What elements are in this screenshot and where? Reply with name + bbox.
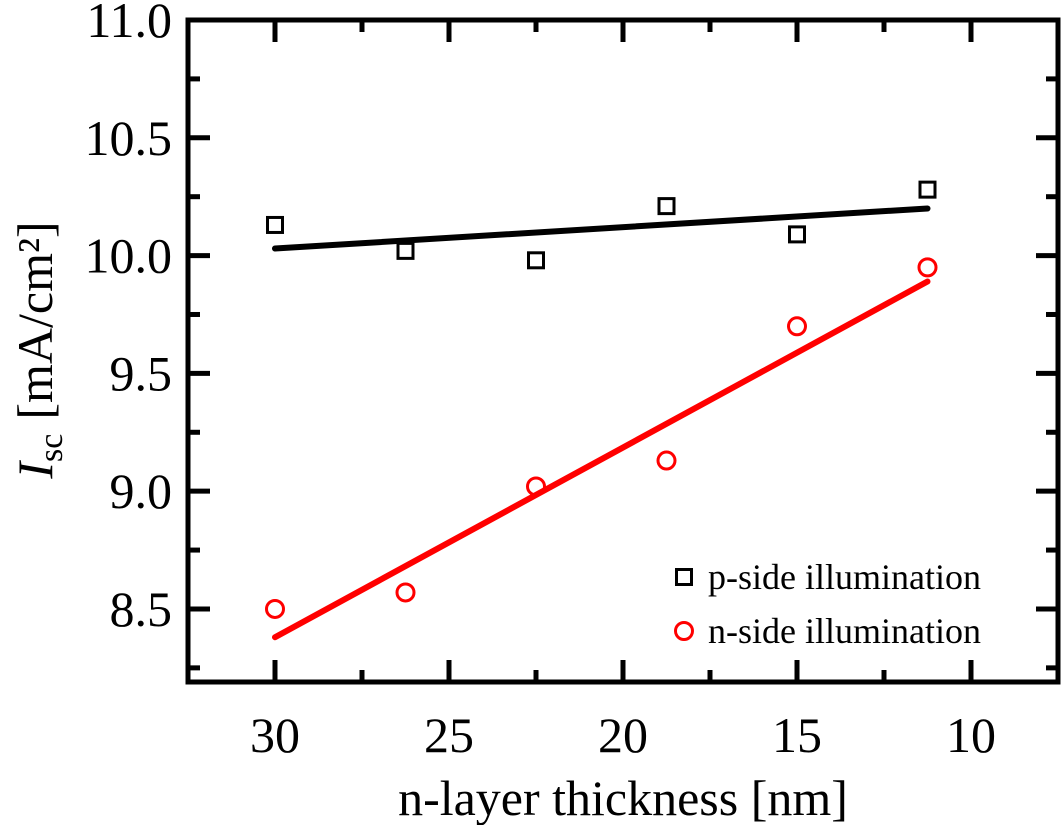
y-axis-label-symbol: I (7, 460, 63, 480)
x-tick-label: 30 (250, 707, 300, 763)
fit-lines (272, 205, 931, 641)
y-axis-label-unit: [mA/cm²] (7, 221, 63, 419)
x-tick-labels: 30 25 20 15 10 (250, 707, 996, 763)
y-tick-label: 9.5 (110, 345, 173, 401)
legend-marker-square (675, 568, 693, 586)
y-axis-label-subscript: sc (33, 434, 70, 462)
y-tick-label: 11.0 (86, 0, 172, 48)
legend-marker-circle (674, 621, 694, 641)
x-tick-label: 15 (772, 707, 822, 763)
fit-line-square (272, 205, 931, 252)
plot-frame (185, 17, 1061, 685)
legend-label: n-side illumination (708, 611, 981, 651)
x-tick-label: 20 (598, 707, 648, 763)
data-point-circle (395, 582, 416, 603)
data-point-circle (265, 598, 285, 619)
x-tick-label: 25 (424, 707, 474, 763)
data-point-square (527, 251, 545, 270)
data-point-circle (917, 257, 938, 278)
legend: p-side illumination n-side illumination (674, 557, 981, 651)
data-point-square (918, 180, 937, 199)
data-point-square (788, 225, 806, 244)
y-tick-label: 10.5 (85, 110, 173, 166)
fit-line-circle (272, 278, 931, 641)
data-point-circle (787, 316, 807, 337)
x-tick-label: 10 (946, 707, 996, 763)
data-points (265, 180, 938, 619)
x-axis-label: n-layer thickness [nm] (398, 770, 848, 825)
legend-label: p-side illumination (708, 557, 981, 597)
y-tick-label: 10.0 (85, 228, 173, 284)
y-tick-label: 9.0 (110, 463, 173, 519)
data-point-circle (526, 476, 546, 497)
data-point-square (396, 241, 415, 260)
y-tick-labels: 8.5 9.0 9.5 10.0 10.5 11.0 (85, 0, 173, 637)
data-point-square (657, 197, 676, 216)
data-point-square (266, 215, 284, 234)
data-point-circle (656, 450, 677, 471)
y-tick-label: 8.5 (110, 581, 173, 637)
y-axis-label: Isc [mA/cm²] (7, 221, 70, 479)
